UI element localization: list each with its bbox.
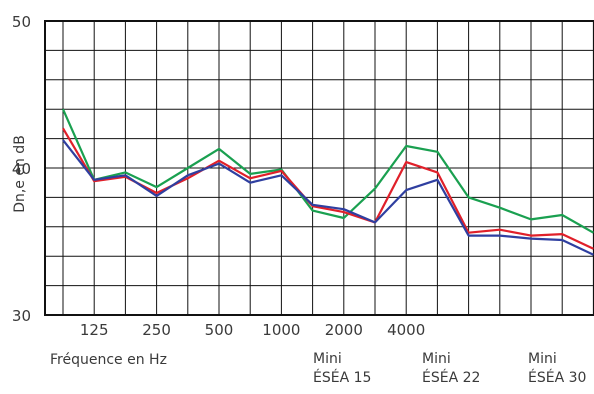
y-tick-label: 40	[12, 160, 31, 178]
series-line-2	[62, 127, 594, 250]
y-tick-label: 50	[12, 13, 31, 31]
x-tick-labels: 125 250 500 1000 2000 4000	[80, 321, 425, 339]
annotation-line-2: ÉSÉA 15	[313, 369, 371, 386]
x-tick-label: 4000	[387, 321, 425, 339]
annotation-line-1: Mini	[313, 351, 342, 367]
x-tick-label: 125	[80, 321, 109, 339]
x-axis-label: Fréquence en Hz	[50, 352, 167, 368]
annotation-label: Mini ÉSÉA 30	[528, 351, 586, 386]
annotation-label: Mini ÉSÉA 22	[422, 351, 480, 386]
x-tick-label: 500	[205, 321, 234, 339]
y-tick-label: 30	[12, 307, 31, 325]
plot-area-frame	[44, 20, 594, 316]
annotation-line-2: ÉSÉA 22	[422, 369, 480, 386]
series-line-3	[62, 139, 594, 256]
series-line-1	[61, 108, 594, 234]
annotation-line-2: ÉSÉA 30	[528, 369, 586, 386]
annotation-line-1: Mini	[422, 351, 451, 367]
x-tick-label: 1000	[262, 321, 300, 339]
y-tick-labels: 30 40 50	[12, 13, 31, 325]
x-tick-label: 250	[142, 321, 171, 339]
x-tick-label: 2000	[325, 321, 363, 339]
annotations: Mini ÉSÉA 15 Mini ÉSÉA 22 Mini ÉSÉA 30	[313, 351, 586, 386]
annotation-label: Mini ÉSÉA 15	[313, 351, 371, 386]
y-axis-label: Dn,e en dB	[12, 135, 28, 213]
chart-grid	[45, 21, 594, 315]
annotation-line-1: Mini	[528, 351, 557, 367]
series-layer	[61, 108, 594, 256]
